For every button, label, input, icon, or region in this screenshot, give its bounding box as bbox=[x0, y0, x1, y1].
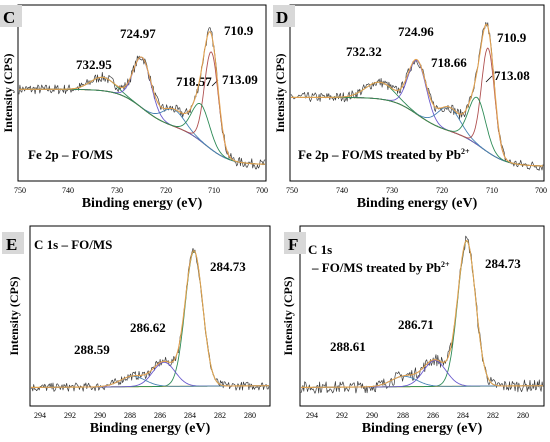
panel-e-frame bbox=[29, 225, 271, 407]
panel-c-peak-label: 710.9 bbox=[224, 23, 254, 38]
panel-d-frame bbox=[289, 4, 545, 182]
panel-c-ylabel: Intensity (CPS) bbox=[1, 53, 15, 132]
panel-f-annotation-sup: 2+ bbox=[441, 260, 450, 269]
envelope-fit bbox=[301, 239, 543, 388]
panel-e-tick: 284 bbox=[184, 411, 196, 420]
panel-f-annotation-line2: – FO/MS treated by Pb2+ bbox=[311, 260, 450, 275]
panel-f-ylabel: Intensity (CPS) bbox=[281, 276, 295, 355]
panel-c: C Intensity (CPS) Binding energy (eV) Fe… bbox=[0, 4, 268, 211]
panel-e-tick: 288 bbox=[124, 411, 136, 420]
panel-d-tick: 750 bbox=[286, 186, 298, 195]
panel-c-tick: 740 bbox=[62, 186, 74, 195]
panel-d-tick: 740 bbox=[336, 186, 348, 195]
panel-f-plot bbox=[300, 235, 544, 394]
panel-f-tick: 286 bbox=[427, 411, 439, 420]
panel-f-tick: 292 bbox=[336, 411, 348, 420]
panel-e-tick: 290 bbox=[94, 411, 106, 420]
envelope-fit bbox=[291, 23, 544, 167]
panel-c-tick: 710 bbox=[208, 186, 220, 195]
panel-f-frame bbox=[299, 225, 545, 407]
panel-e-ylabel: Intensity (CPS) bbox=[7, 276, 21, 355]
panel-f-tick: 282 bbox=[487, 411, 499, 420]
panel-e-xlabel: Binding energy (eV) bbox=[90, 421, 211, 436]
panel-e-tick: 286 bbox=[154, 411, 166, 420]
panel-d-tick: 700 bbox=[535, 186, 547, 195]
panel-c-plot bbox=[18, 27, 266, 170]
panel-d-plot bbox=[290, 22, 544, 171]
panel-d-ticks: 750 740 730 720 710 700 bbox=[286, 186, 547, 195]
panel-f-tick: 284 bbox=[457, 411, 469, 420]
panel-d-label-box bbox=[273, 5, 295, 27]
panel-e-tick: 280 bbox=[244, 411, 256, 420]
panel-d-annotation-main: Fe 2p – FO/MS treated by Pb bbox=[298, 147, 461, 162]
panel-c-label: C bbox=[3, 8, 15, 27]
panel-d-peak-label: 724.96 bbox=[398, 24, 434, 39]
panel-d-peak-label: 718.66 bbox=[431, 55, 467, 70]
panel-f-tick: 280 bbox=[517, 411, 529, 420]
panel-f-ticks: 294 292 290 288 286 284 282 280 bbox=[306, 411, 529, 420]
panel-f-label: F bbox=[288, 235, 298, 254]
panel-f-peak-label: 286.71 bbox=[398, 317, 434, 332]
panel-d-leader bbox=[485, 75, 493, 83]
panel-f-peak-label: 288.61 bbox=[330, 339, 366, 354]
panel-c-tick: 750 bbox=[14, 186, 26, 195]
panel-c-peak-label: 718.57 bbox=[176, 74, 212, 89]
panel-e-ticks: 294 292 290 288 286 284 282 280 bbox=[34, 411, 256, 420]
panel-e-tick: 292 bbox=[64, 411, 76, 420]
panel-e-peak-label: 286.62 bbox=[130, 320, 166, 335]
panel-c-peak-label: 713.09 bbox=[222, 72, 258, 87]
panel-d-tick: 730 bbox=[386, 186, 398, 195]
panel-d-xlabel: Binding energy (eV) bbox=[357, 196, 478, 211]
panel-f-annotation: C 1s bbox=[308, 242, 332, 257]
panel-c-annotation: Fe 2p – FO/MS bbox=[28, 147, 113, 162]
panel-f-tick: 288 bbox=[397, 411, 409, 420]
panel-e-plot bbox=[30, 247, 270, 392]
panel-e-peak-label: 284.73 bbox=[210, 259, 246, 274]
panel-c-tick: 720 bbox=[160, 186, 172, 195]
panel-e-tick: 294 bbox=[34, 411, 46, 420]
panel-c-tick: 730 bbox=[111, 186, 123, 195]
panel-e: E Intensity (CPS) Binding energy (eV) C … bbox=[2, 225, 271, 436]
panel-d-annotation: Fe 2p – FO/MS treated by Pb2+ bbox=[298, 147, 470, 162]
panel-f-annotation-main: – FO/MS treated by Pb bbox=[311, 260, 441, 275]
panel-c-xlabel: Binding energy (eV) bbox=[82, 196, 203, 211]
panel-c-label-box bbox=[0, 5, 22, 27]
panel-d-label: D bbox=[276, 8, 288, 27]
panel-d-peak-label: 732.32 bbox=[346, 44, 382, 59]
panel-e-peak-label: 288.59 bbox=[74, 342, 110, 357]
panel-c-peak-label: 724.97 bbox=[120, 26, 156, 41]
panel-e-label: E bbox=[6, 235, 17, 254]
panel-c-ticks: 750 740 730 720 710 700 bbox=[14, 186, 268, 195]
panel-d: D Intensity (CPS) Binding energy (eV) Fe… bbox=[273, 4, 547, 211]
envelope-fit bbox=[31, 250, 269, 388]
panel-d-peak-label: 710.9 bbox=[497, 30, 527, 45]
panel-e-label-box bbox=[2, 232, 24, 254]
panel-f-tick: 294 bbox=[306, 411, 318, 420]
panel-d-tick: 720 bbox=[436, 186, 448, 195]
panel-e-tick: 282 bbox=[214, 411, 226, 420]
panel-f-xlabel: Binding energy (eV) bbox=[362, 421, 483, 436]
panel-f: F Intensity (CPS) Binding energy (eV) C … bbox=[281, 225, 545, 436]
envelope-fit bbox=[19, 31, 265, 165]
panel-d-annotation-sup: 2+ bbox=[461, 147, 470, 156]
panel-c-peak-label: 732.95 bbox=[76, 57, 112, 72]
fit-component bbox=[301, 360, 543, 388]
panel-e-annotation: C 1s – FO/MS bbox=[34, 237, 112, 252]
panel-f-label-box bbox=[284, 232, 306, 254]
raw-spectrum bbox=[300, 235, 544, 394]
panel-c-frame bbox=[17, 4, 267, 182]
panel-c-tick: 700 bbox=[256, 186, 268, 195]
panel-f-tick: 290 bbox=[366, 411, 378, 420]
panel-f-peak-label: 284.73 bbox=[485, 256, 521, 271]
panel-d-ylabel: Intensity (CPS) bbox=[273, 53, 287, 132]
panel-d-peak-label: 713.08 bbox=[494, 68, 530, 83]
panel-d-tick: 710 bbox=[486, 186, 498, 195]
